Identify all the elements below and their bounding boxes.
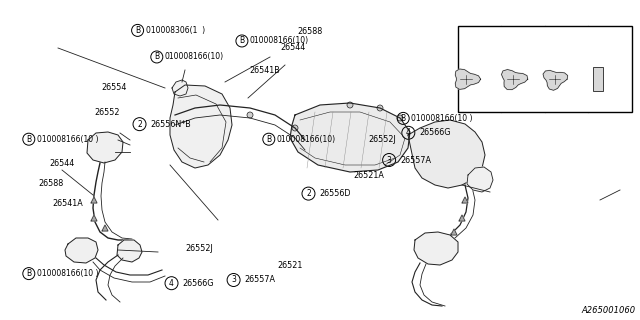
Text: 010008166(10): 010008166(10) (250, 36, 309, 45)
Text: 1: 1 (466, 44, 471, 50)
Text: B: B (239, 36, 244, 45)
Text: 26554: 26554 (101, 83, 127, 92)
Polygon shape (65, 238, 98, 263)
Text: 26541A: 26541A (52, 199, 83, 208)
Circle shape (247, 112, 253, 118)
Text: 26557A: 26557A (400, 156, 431, 164)
Bar (458, 26, 632, 112)
Polygon shape (462, 197, 468, 203)
Text: B: B (26, 269, 31, 278)
Text: B: B (26, 135, 31, 144)
Text: 26557A: 26557A (244, 276, 275, 284)
Polygon shape (290, 103, 410, 172)
Text: 4: 4 (597, 44, 601, 50)
Polygon shape (172, 80, 188, 96)
Text: 26566G: 26566G (419, 128, 451, 137)
Polygon shape (87, 132, 123, 163)
Text: B: B (266, 135, 271, 144)
Text: 010008166(10 ): 010008166(10 ) (37, 269, 99, 278)
Text: 010008166(10): 010008166(10) (277, 135, 336, 144)
Text: 26521: 26521 (277, 261, 303, 270)
Text: 26521A: 26521A (353, 171, 384, 180)
Text: 4: 4 (406, 128, 411, 137)
Text: 3: 3 (231, 276, 236, 284)
Text: 2: 2 (306, 189, 311, 198)
Bar (593, 67, 603, 91)
Polygon shape (170, 85, 232, 168)
Text: 26544: 26544 (49, 159, 74, 168)
Text: B: B (154, 52, 159, 61)
Text: 2: 2 (510, 44, 514, 50)
Polygon shape (408, 120, 485, 188)
Polygon shape (502, 69, 528, 90)
Circle shape (377, 105, 383, 111)
Text: 26588: 26588 (298, 27, 323, 36)
Polygon shape (543, 70, 568, 90)
Polygon shape (91, 197, 97, 203)
Text: 2: 2 (137, 120, 142, 129)
Text: A265001060: A265001060 (582, 306, 636, 315)
Text: 26566G: 26566G (182, 279, 214, 288)
Text: B: B (401, 114, 406, 123)
Circle shape (397, 115, 403, 121)
Text: 3: 3 (553, 44, 558, 50)
Text: 26552: 26552 (95, 108, 120, 116)
Text: 010008166(10 ): 010008166(10 ) (37, 135, 99, 144)
Text: 010008166(10): 010008166(10) (165, 52, 224, 61)
Polygon shape (467, 167, 493, 192)
Polygon shape (459, 215, 465, 221)
Text: 3: 3 (387, 156, 392, 164)
Polygon shape (117, 240, 142, 262)
Text: 4: 4 (169, 279, 174, 288)
Polygon shape (455, 69, 481, 89)
Text: 26552J: 26552J (368, 135, 396, 144)
Text: 010008306(1  ): 010008306(1 ) (146, 26, 205, 35)
Circle shape (347, 102, 353, 108)
Text: B: B (135, 26, 140, 35)
Text: 26544: 26544 (280, 43, 305, 52)
Text: 26556N*B: 26556N*B (150, 120, 191, 129)
Polygon shape (451, 229, 457, 235)
Polygon shape (414, 232, 458, 265)
Circle shape (292, 125, 298, 131)
Text: 26588: 26588 (38, 179, 63, 188)
Polygon shape (102, 225, 108, 231)
Text: 26552J: 26552J (186, 244, 213, 253)
Text: 26556D: 26556D (319, 189, 351, 198)
Text: 26541B: 26541B (250, 66, 280, 75)
Text: 010008166(10 ): 010008166(10 ) (412, 114, 473, 123)
Polygon shape (91, 215, 97, 221)
